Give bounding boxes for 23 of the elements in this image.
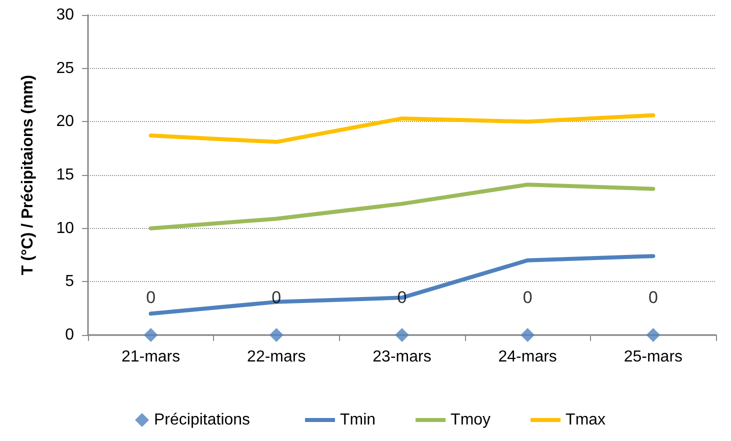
legend-label: Tmin bbox=[340, 412, 376, 428]
legend-label: Tmax bbox=[566, 412, 606, 428]
legend-label: Précipitations bbox=[154, 412, 250, 428]
y-tick-label: 10 bbox=[56, 220, 74, 237]
line-series bbox=[148, 113, 656, 144]
data-label: 0 bbox=[648, 288, 658, 307]
y-tick-label: 25 bbox=[56, 60, 74, 77]
y-tick-label: 0 bbox=[65, 326, 74, 344]
line-series bbox=[148, 182, 656, 230]
x-tick-label: 21-mars bbox=[121, 348, 180, 366]
y-tick-label: 30 bbox=[56, 6, 74, 24]
legend-label: Tmoy bbox=[450, 412, 491, 428]
y-tick-label: 15 bbox=[56, 166, 74, 184]
line-series bbox=[148, 254, 656, 316]
y-tick-label: 5 bbox=[65, 273, 74, 290]
data-label: 0 bbox=[522, 288, 532, 307]
x-tick-label: 24-mars bbox=[498, 348, 557, 366]
y-tick-label: 20 bbox=[56, 113, 74, 130]
data-label: 0 bbox=[146, 288, 156, 307]
x-tick-label: 23-mars bbox=[372, 348, 432, 366]
x-tick-label: 22-mars bbox=[247, 348, 306, 366]
y-axis-title: T (°C) / Précipitaions (mm) bbox=[20, 74, 36, 276]
x-tick-label: 25-mars bbox=[624, 348, 683, 366]
